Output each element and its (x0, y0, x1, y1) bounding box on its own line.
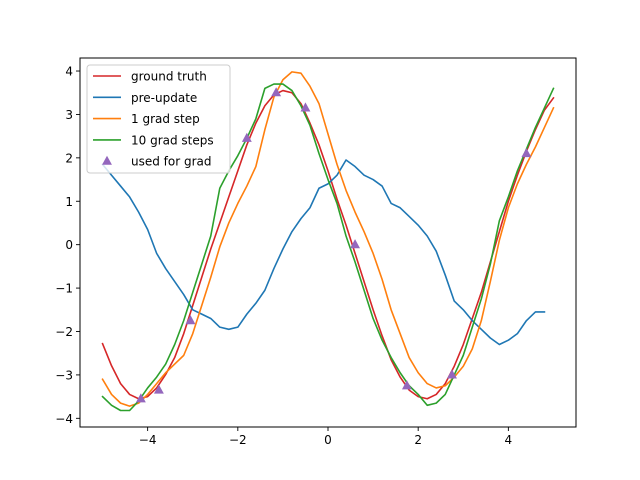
grad-point-9 (521, 148, 532, 158)
legend: ground truth pre-update 1 grad step 10 grad… (86, 64, 231, 174)
y-tick-label: −2 (55, 325, 73, 339)
x-tick-label: −4 (139, 433, 157, 447)
x-tick-label: −2 (229, 433, 247, 447)
grad-point-2 (185, 315, 196, 325)
y-tick-label: 3 (65, 108, 73, 122)
series-line-1-grad-step (101, 71, 555, 407)
legend-label-pre-update: pre-update (131, 91, 197, 105)
y-tick-label: −4 (55, 412, 73, 426)
series-layer (101, 71, 555, 412)
grad-point-6 (350, 239, 361, 249)
y-axis: −4 −3 −2 −1 0 1 2 3 4 (55, 65, 80, 426)
x-axis: −4 −2 0 2 4 (139, 427, 512, 447)
grad-point-8 (447, 369, 457, 379)
legend-box (86, 64, 231, 174)
series-line-pre-update (101, 159, 546, 346)
series-line-ground-truth (101, 89, 555, 400)
y-tick-label: 1 (65, 195, 73, 209)
scatter-layer (135, 87, 532, 403)
y-tick-label: −3 (55, 368, 73, 382)
x-tick-label: 4 (505, 433, 513, 447)
grad-point-5 (300, 102, 311, 112)
grad-point-3 (241, 132, 252, 142)
y-tick-label: 0 (65, 238, 73, 252)
y-tick-label: 4 (65, 65, 73, 79)
grad-point-1 (153, 384, 164, 394)
grad-point-0 (135, 393, 146, 403)
grad-point-7 (401, 380, 412, 390)
legend-label-1-grad-step: 1 grad step (131, 112, 200, 126)
legend-label-10-grad-steps: 10 grad steps (131, 133, 214, 147)
legend-swatch-used-for-grad (102, 155, 112, 165)
legend-label-used-for-grad: used for grad (131, 155, 212, 169)
grad-point-4 (271, 87, 282, 97)
y-tick-label: 2 (65, 151, 73, 165)
series-line-10-grad-steps (101, 83, 555, 412)
x-tick-label: 0 (324, 433, 332, 447)
legend-label-ground-truth: ground truth (131, 70, 207, 84)
y-tick-label: −1 (55, 282, 73, 296)
x-tick-label: 2 (414, 433, 422, 447)
